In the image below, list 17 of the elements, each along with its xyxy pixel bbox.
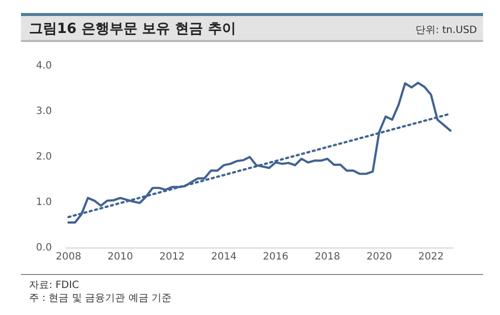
- x-tick-label: 2016: [262, 252, 288, 263]
- chart-title: 그림16 은행부문 보유 현금 추이: [29, 20, 236, 38]
- text: 자료: FDIC: [29, 279, 80, 292]
- y-tick-label: 3.0: [36, 106, 52, 118]
- x-tick-label: 2008: [56, 252, 82, 263]
- x-tick-label: 2012: [159, 252, 185, 263]
- text: 단위: tn.USD: [416, 24, 477, 37]
- y-tick-label: 4.0: [36, 60, 52, 72]
- x-tick-label: 2010: [108, 252, 134, 263]
- y-tick-label: 2.0: [36, 152, 52, 163]
- x-tick-label: 2020: [366, 252, 392, 263]
- x-tick-label: 2018: [314, 252, 340, 263]
- x-tick-label: 2014: [211, 252, 237, 263]
- y-tick-label: 1.0: [36, 197, 52, 208]
- text: 주 : 현금 및 금융기관 예금 기준: [29, 292, 172, 305]
- x-tick-label: 2022: [418, 252, 444, 263]
- y-tick-label: 0.0: [36, 242, 52, 254]
